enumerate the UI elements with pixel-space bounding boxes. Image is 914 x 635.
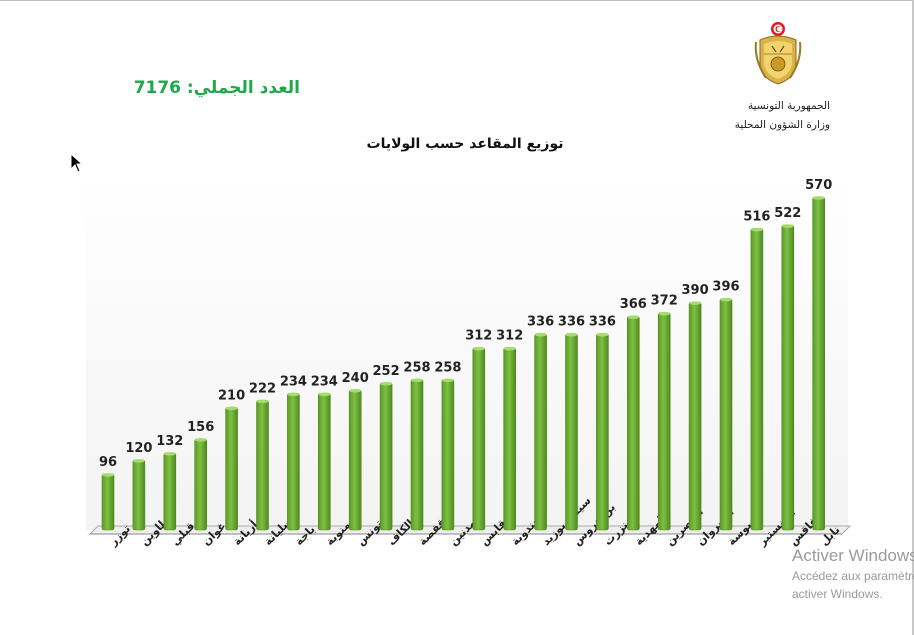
bar-top	[534, 332, 547, 337]
data-label: 234	[280, 374, 307, 389]
bar	[657, 312, 671, 531]
bar-top	[720, 297, 732, 302]
bar	[348, 389, 362, 531]
data-label: 156	[187, 420, 214, 435]
bar	[132, 459, 146, 531]
bar-top	[472, 346, 485, 351]
bar	[719, 298, 733, 531]
activation-line-3: activer Windows.	[792, 587, 883, 601]
bar-top	[102, 473, 114, 477]
bar-top	[163, 452, 176, 456]
data-label: 312	[465, 329, 492, 344]
data-label: 312	[496, 329, 523, 344]
bar	[287, 392, 300, 531]
data-label: 258	[403, 360, 430, 375]
bar	[379, 382, 393, 531]
bar-top	[287, 392, 300, 397]
top-border	[0, 0, 914, 1]
bar-top	[812, 196, 825, 200]
data-label: 366	[620, 297, 647, 312]
bar	[565, 333, 578, 531]
bar-top	[627, 315, 640, 319]
bar	[781, 224, 795, 531]
data-label: 234	[311, 374, 338, 389]
bar	[225, 407, 238, 531]
data-label: 240	[342, 371, 369, 386]
bar	[503, 347, 517, 531]
total-count-label: العدد الجملي: 7176	[133, 78, 300, 98]
bar	[596, 333, 609, 531]
bar-top	[750, 227, 763, 232]
data-label: 372	[651, 294, 678, 309]
bar-top	[503, 346, 516, 351]
bar-top	[689, 301, 702, 305]
bar	[441, 378, 455, 531]
bar	[534, 333, 547, 531]
data-label: 396	[712, 280, 739, 295]
issuer-block: الجمهورية التونسية وزارة الشؤون المحلية	[700, 97, 830, 135]
data-label: 336	[527, 315, 554, 330]
bar-top	[194, 438, 207, 442]
bar	[750, 228, 764, 531]
bar	[472, 347, 486, 531]
bar-top	[411, 378, 423, 383]
data-label: 336	[589, 315, 616, 330]
chart-title: توزيع المقاعد حسب الولايات	[366, 136, 564, 152]
ministry-name: وزارة الشؤون المحلية	[734, 119, 830, 131]
mouse-pointer-icon	[70, 153, 84, 173]
bar	[410, 378, 424, 531]
bar	[317, 392, 331, 531]
bar-top	[781, 224, 794, 228]
activation-line-1: Activer Windows	[792, 546, 914, 565]
bar	[812, 196, 826, 531]
republic-name: الجمهورية التونسية	[748, 100, 830, 112]
bar-top	[565, 332, 578, 337]
bar	[256, 400, 269, 531]
windows-activation-watermark: Activer Windows Accédez aux paramètres p…	[792, 545, 914, 603]
bar-top	[349, 388, 362, 393]
data-label: 570	[805, 178, 832, 193]
data-label: 210	[218, 388, 245, 403]
activation-line-2: Accédez aux paramètres pour	[792, 569, 914, 583]
bar-top	[132, 459, 145, 463]
right-border	[912, 0, 914, 635]
bar-top	[380, 381, 393, 386]
data-label: 516	[743, 210, 770, 225]
data-label: 258	[434, 360, 461, 375]
bar-top	[225, 406, 238, 411]
data-label: 252	[373, 364, 400, 379]
data-label: 120	[125, 441, 152, 456]
data-label: 336	[558, 315, 585, 330]
bar	[626, 315, 640, 531]
bar	[688, 301, 702, 531]
bar-top	[658, 311, 671, 316]
bar	[163, 452, 177, 531]
tunisia-coat-of-arms-icon	[754, 22, 802, 85]
data-label: 222	[249, 381, 276, 396]
data-label: 132	[156, 434, 183, 449]
bar-top	[256, 399, 269, 404]
bar	[101, 473, 115, 531]
bar	[194, 438, 207, 531]
bar-top	[441, 378, 454, 383]
data-label: 522	[774, 206, 801, 221]
bar-top	[596, 332, 609, 337]
data-label: 390	[682, 283, 709, 298]
data-label: 96	[99, 455, 117, 470]
bar-top	[318, 392, 331, 397]
